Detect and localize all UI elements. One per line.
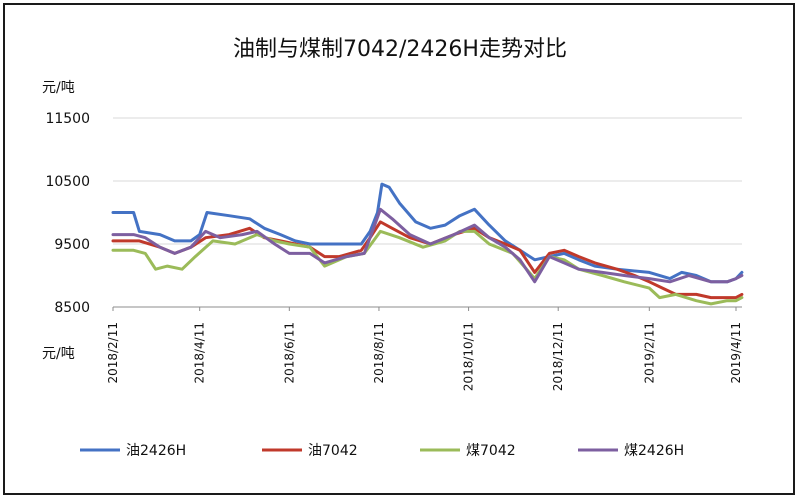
legend-item: 煤2426H — [578, 443, 684, 459]
x-tick-label: 2018/4/11 — [193, 322, 207, 384]
legend-label: 油7042 — [308, 443, 358, 459]
x-tick-label: 2018/10/11 — [462, 322, 476, 391]
x-tick-label: 2018/12/11 — [551, 322, 565, 391]
legend-item: 煤7042 — [420, 443, 516, 459]
legend-item: 油7042 — [262, 443, 358, 459]
y-tick-label: 9500 — [54, 237, 90, 253]
y-tick-label: 10500 — [45, 174, 90, 190]
legend-label: 煤7042 — [466, 443, 516, 459]
chart-title: 油制与煤制7042/2426H走势对比 — [233, 37, 567, 62]
x-tick-label: 2019/4/11 — [729, 322, 743, 384]
y-axis-unit: 元/吨 — [42, 80, 75, 96]
y-tick-label: 11500 — [45, 111, 90, 127]
x-axis-unit: 元/吨 — [42, 346, 75, 362]
legend: 油2426H 油7042 煤7042 煤2426H — [80, 443, 684, 459]
series-line — [111, 207, 744, 284]
legend-label: 煤2426H — [624, 443, 684, 459]
legend-label: 油2426H — [126, 443, 186, 459]
x-tick-label: 2018/8/11 — [372, 322, 386, 384]
chart-frame — [3, 3, 795, 495]
series-lines — [111, 182, 744, 306]
legend-item: 油2426H — [80, 443, 186, 459]
x-tick-label: 2018/6/11 — [282, 322, 296, 384]
x-tick-label: 2019/2/11 — [642, 322, 656, 384]
y-tick-label: 8500 — [54, 300, 90, 316]
series-line — [111, 182, 744, 284]
y-axis-ticks: 8500 9500 10500 11500 — [45, 111, 90, 316]
x-tick-label: 2018/2/11 — [106, 322, 120, 384]
x-axis-ticks: 2018/2/11 2018/4/11 2018/6/11 2018/8/11 2018… — [106, 307, 743, 391]
